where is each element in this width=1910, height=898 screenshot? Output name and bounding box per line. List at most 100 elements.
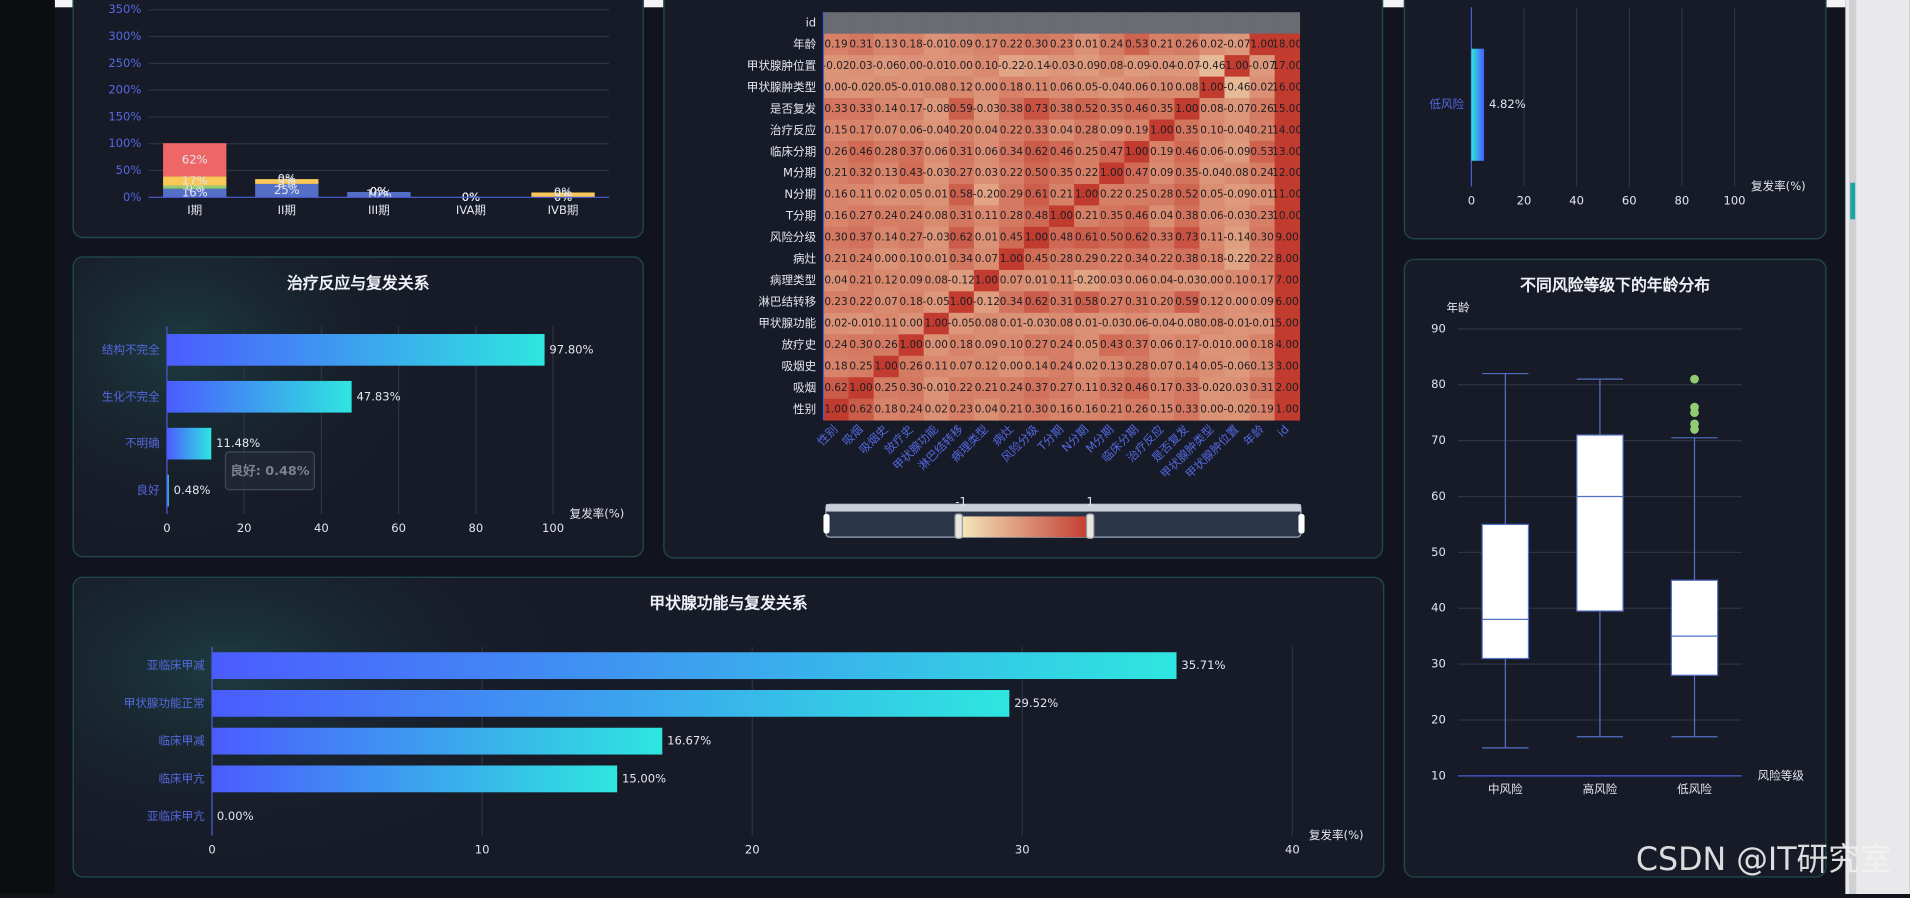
cell-label: 0.16 [824,210,847,222]
visual-map-handle[interactable] [1085,513,1095,539]
heat-cell [1074,226,1100,249]
y-tick-label: 200% [108,83,141,97]
heat-cell [1249,334,1275,357]
cell-label: 0.21 [824,253,847,265]
y-tick-label: 不明确 [125,436,160,450]
heat-cell [1023,162,1050,185]
cell-label: 0.46 [1125,210,1148,222]
cell-label: 0.18 [874,403,897,415]
heat-cell [1174,119,1200,142]
cell-label: 14.00 [1272,124,1302,136]
heat-cell [898,12,925,35]
heat-cell [1274,291,1301,314]
cell-label: 1.00 [1175,103,1198,115]
cell-label: 0.06 [975,146,998,158]
heat-cell [923,355,950,378]
cell-label: 0.35 [1175,167,1198,179]
heat-cell [923,334,950,357]
cell-label: -0.05 [923,296,950,308]
heat-cell [1099,291,1125,314]
cell-label: 1.00 [1150,124,1173,136]
cell-label: 0.25 [849,361,872,373]
heat-cell [873,291,900,314]
heat-cell [823,269,849,292]
left-strip [0,0,55,894]
heat-cell [1199,12,1225,35]
heat-cell [1249,33,1275,56]
cell-label: 0.08 [1225,167,1248,179]
x-tick-label: I期 [187,203,202,217]
cell-label: 0.46 [1125,382,1148,394]
cell-label: -0.06 [873,60,900,72]
cell-label: 0.27 [1100,296,1123,308]
cell-label: 0.11 [975,210,998,222]
heat-cell [948,55,975,77]
cell-label: 0.13 [874,167,897,179]
heat-cell [1174,183,1200,206]
data-label: 62% [182,152,208,166]
cell-label: 0.26 [874,339,897,351]
heat-cell [1124,248,1150,271]
heat-cell [1049,377,1075,400]
cell-label: -0.01 [923,38,950,50]
scroll-thumb[interactable] [1850,182,1856,220]
bar [212,727,663,755]
y-tick-label: 甲状腺功能正常 [124,696,205,710]
heat-cell [1149,355,1175,378]
cell-label: -0.03 [1223,210,1250,222]
visual-map-handle[interactable] [954,513,963,539]
cell-label: 0.07 [975,253,998,265]
bar [212,689,1010,717]
bar [1471,48,1485,161]
heat-cell [1199,76,1225,99]
heat-cell [1149,205,1175,228]
heat-cell [998,291,1025,314]
cell-label: 0.23 [950,403,973,415]
heat-cell [1249,291,1275,314]
cell-label: 0.26 [1250,103,1273,115]
heat-cell [1274,98,1301,120]
cell-label: 0.00 [1200,275,1223,287]
heat-cell [1023,119,1050,142]
scrollbar[interactable] [1849,0,1857,894]
heat-cell [948,269,975,292]
heat-cell [1274,269,1301,292]
cell-label: 0.21 [849,275,872,287]
cell-label: 0.06 [1200,210,1223,222]
visual-map-max: 1 [1087,494,1094,508]
cell-label: 0.01 [1000,318,1023,330]
heat-cell [923,55,950,77]
heat-cell [1074,183,1100,206]
heat-cell [848,98,874,120]
cell-label: 0.38 [1000,103,1023,115]
heat-cell [948,183,975,206]
cell-label: 1.00 [1200,81,1223,93]
heat-cell [1023,355,1050,378]
heat-cell [1224,312,1250,335]
cell-label: -0.04 [1148,60,1175,72]
cell-label: 0.02 [925,403,948,415]
heat-cell [1023,377,1050,400]
x-tick-label: 高风险 [1583,782,1618,796]
y-axis-name: 年龄 [1446,301,1470,315]
cell-label: 0.25 [874,382,897,394]
heat-cell [1224,141,1250,163]
x-tick-label: II期 [278,203,296,217]
x-tick-label: 20 [745,843,760,857]
heat-cell [1274,205,1301,228]
cell-label: 0.30 [1025,38,1048,50]
y-tick-label: 30 [1431,657,1446,671]
cell-label: -0.06 [1223,361,1250,373]
cell-label: 0.24 [1050,339,1074,351]
cell-label: 0.06 [1050,81,1073,93]
heat-cell [923,377,950,400]
cell-label: 0.09 [975,339,998,351]
bar [212,652,1177,680]
y-tick-label: 20 [1431,712,1446,726]
heat-cell [1274,119,1301,142]
heat-cell [1174,55,1200,77]
cell-label: 0.46 [1050,146,1073,158]
heat-cell [1099,312,1125,335]
cell-label: -0.12 [973,296,1000,308]
